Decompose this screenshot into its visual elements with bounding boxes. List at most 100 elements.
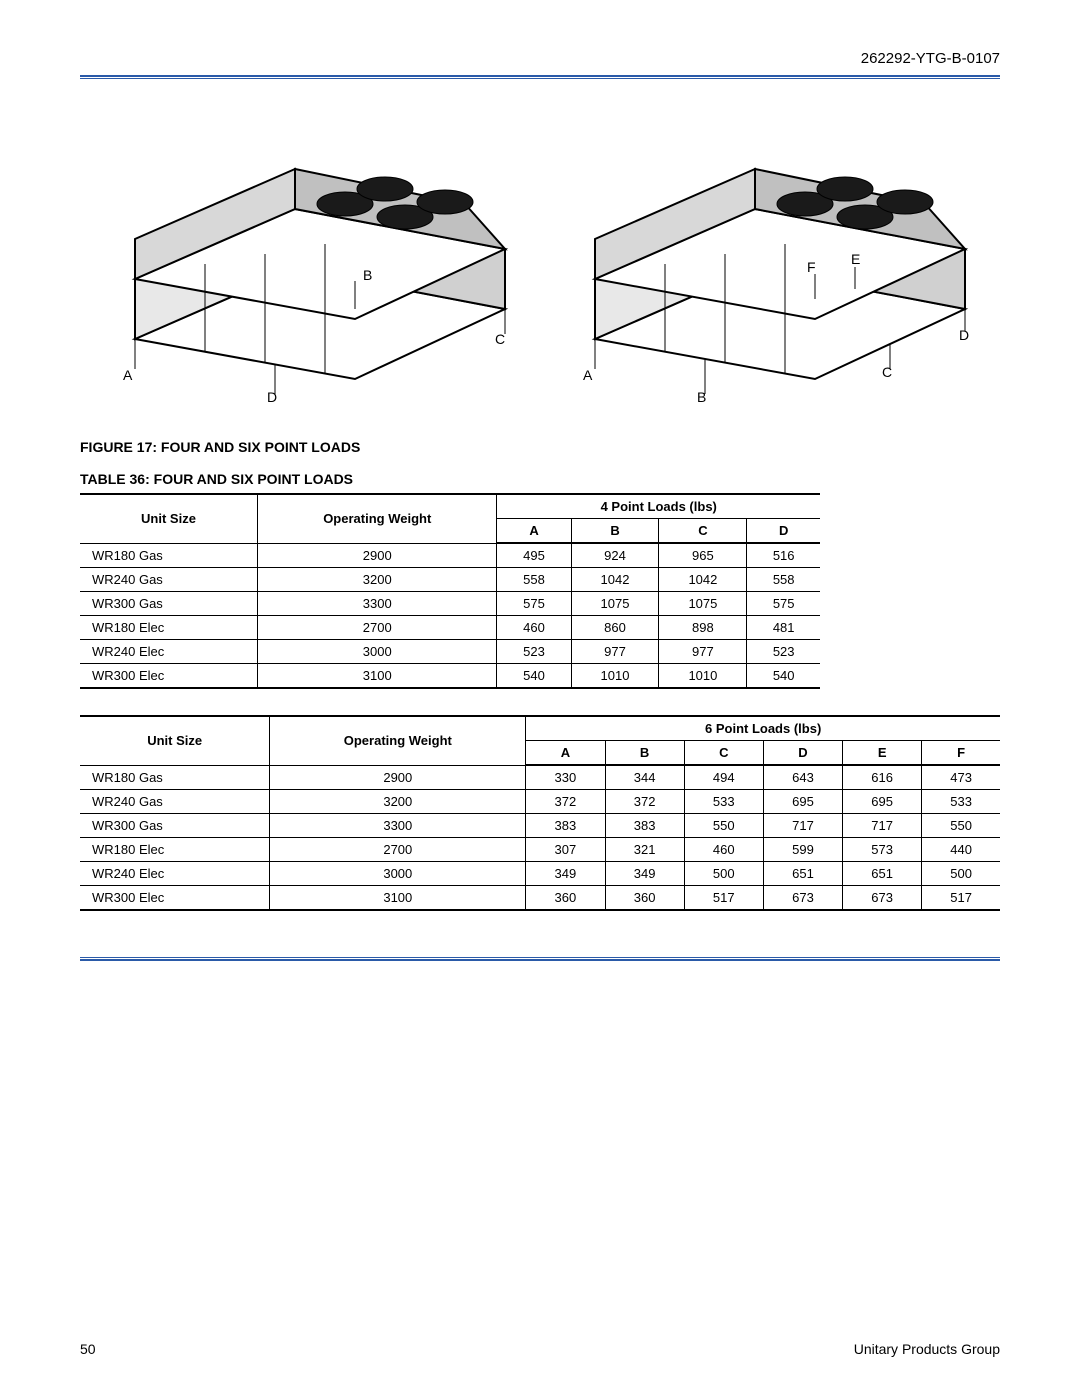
col-unit: Unit Size bbox=[80, 494, 258, 543]
table-cell: 307 bbox=[526, 838, 605, 862]
table-cell: 643 bbox=[763, 765, 842, 790]
table-cell: 383 bbox=[605, 814, 684, 838]
table-cell: 523 bbox=[747, 640, 820, 664]
table-cell: 599 bbox=[763, 838, 842, 862]
footer-rule bbox=[80, 957, 1000, 961]
label-c: C bbox=[495, 331, 505, 347]
footer-group: Unitary Products Group bbox=[854, 1341, 1000, 1357]
table-row: WR300 Elec3100360360517673673517 bbox=[80, 886, 1000, 911]
table-cell: 1010 bbox=[659, 664, 747, 689]
table-cell: 1042 bbox=[571, 568, 659, 592]
table-cell: 550 bbox=[922, 814, 1000, 838]
page-number: 50 bbox=[80, 1341, 96, 1357]
table-cell: WR180 Gas bbox=[80, 765, 270, 790]
diagram-four-point: A B C D bbox=[95, 109, 525, 409]
table-cell: 573 bbox=[843, 838, 922, 862]
hvac-unit-icon bbox=[95, 109, 525, 409]
table-cell: 695 bbox=[763, 790, 842, 814]
table-cell: 3100 bbox=[258, 664, 497, 689]
figure-caption: FIGURE 17: FOUR AND SIX POINT LOADS bbox=[80, 439, 1000, 455]
table-cell: 540 bbox=[747, 664, 820, 689]
table-cell: 695 bbox=[843, 790, 922, 814]
table-cell: 616 bbox=[843, 765, 922, 790]
table-cell: 360 bbox=[526, 886, 605, 911]
col-b: B bbox=[571, 519, 659, 544]
table-row: WR240 Gas3200372372533695695533 bbox=[80, 790, 1000, 814]
col-d: D bbox=[763, 741, 842, 766]
table-cell: 330 bbox=[526, 765, 605, 790]
col-span: 4 Point Loads (lbs) bbox=[497, 494, 820, 519]
table-cell: 494 bbox=[684, 765, 763, 790]
table-cell: 673 bbox=[763, 886, 842, 911]
col-unit: Unit Size bbox=[80, 716, 270, 765]
table-cell: 1075 bbox=[571, 592, 659, 616]
table-cell: 517 bbox=[684, 886, 763, 911]
label-a: A bbox=[123, 367, 132, 383]
label-b: B bbox=[697, 389, 706, 405]
table-cell: 2900 bbox=[258, 543, 497, 568]
table-cell: 500 bbox=[684, 862, 763, 886]
label-d: D bbox=[959, 327, 969, 343]
label-f: F bbox=[807, 259, 816, 275]
table-cell: 517 bbox=[922, 886, 1000, 911]
table-cell: 349 bbox=[526, 862, 605, 886]
table-cell: 516 bbox=[747, 543, 820, 568]
table-cell: 533 bbox=[922, 790, 1000, 814]
table-cell: 500 bbox=[922, 862, 1000, 886]
table-cell: 383 bbox=[526, 814, 605, 838]
table-cell: 3200 bbox=[270, 790, 526, 814]
table-cell: 349 bbox=[605, 862, 684, 886]
table-row: WR240 Elec3000523977977523 bbox=[80, 640, 820, 664]
document-id: 262292-YTG-B-0107 bbox=[80, 50, 1000, 67]
col-a: A bbox=[497, 519, 571, 544]
table-cell: 977 bbox=[659, 640, 747, 664]
table-cell: WR180 Elec bbox=[80, 616, 258, 640]
label-b: B bbox=[363, 267, 372, 283]
table-cell: WR240 Gas bbox=[80, 790, 270, 814]
table-cell: 460 bbox=[497, 616, 571, 640]
table-row: WR300 Gas3300383383550717717550 bbox=[80, 814, 1000, 838]
label-c: C bbox=[882, 364, 892, 380]
hvac-unit-icon bbox=[555, 109, 985, 409]
table-cell: 495 bbox=[497, 543, 571, 568]
table-cell: 550 bbox=[684, 814, 763, 838]
table-row: WR180 Elec2700307321460599573440 bbox=[80, 838, 1000, 862]
header-rule bbox=[80, 75, 1000, 79]
col-a: A bbox=[526, 741, 605, 766]
table-cell: 321 bbox=[605, 838, 684, 862]
table-row: WR240 Gas320055810421042558 bbox=[80, 568, 820, 592]
diagram-six-point: A B C D E F bbox=[555, 109, 985, 409]
table-row: WR240 Elec3000349349500651651500 bbox=[80, 862, 1000, 886]
table-cell: 372 bbox=[605, 790, 684, 814]
table-cell: WR240 Elec bbox=[80, 862, 270, 886]
col-weight: Operating Weight bbox=[270, 716, 526, 765]
table-cell: WR240 Elec bbox=[80, 640, 258, 664]
table-cell: WR180 Gas bbox=[80, 543, 258, 568]
table-cell: 3200 bbox=[258, 568, 497, 592]
table-cell: 1075 bbox=[659, 592, 747, 616]
table-row: WR180 Elec2700460860898481 bbox=[80, 616, 820, 640]
table-cell: 3000 bbox=[258, 640, 497, 664]
table-cell: 1042 bbox=[659, 568, 747, 592]
table-cell: 481 bbox=[747, 616, 820, 640]
table-row: WR180 Gas2900330344494643616473 bbox=[80, 765, 1000, 790]
col-e: E bbox=[843, 741, 922, 766]
table-cell: WR300 Elec bbox=[80, 664, 258, 689]
table-cell: 2900 bbox=[270, 765, 526, 790]
table-cell: 651 bbox=[843, 862, 922, 886]
table-cell: 460 bbox=[684, 838, 763, 862]
table-cell: 360 bbox=[605, 886, 684, 911]
table-cell: 673 bbox=[843, 886, 922, 911]
table-cell: 473 bbox=[922, 765, 1000, 790]
col-c: C bbox=[659, 519, 747, 544]
table-cell: 898 bbox=[659, 616, 747, 640]
table-cell: 3000 bbox=[270, 862, 526, 886]
col-f: F bbox=[922, 741, 1000, 766]
col-c: C bbox=[684, 741, 763, 766]
table-cell: 523 bbox=[497, 640, 571, 664]
table-cell: 372 bbox=[526, 790, 605, 814]
table-cell: WR180 Elec bbox=[80, 838, 270, 862]
table-cell: 3100 bbox=[270, 886, 526, 911]
table-cell: 651 bbox=[763, 862, 842, 886]
table-cell: 717 bbox=[843, 814, 922, 838]
